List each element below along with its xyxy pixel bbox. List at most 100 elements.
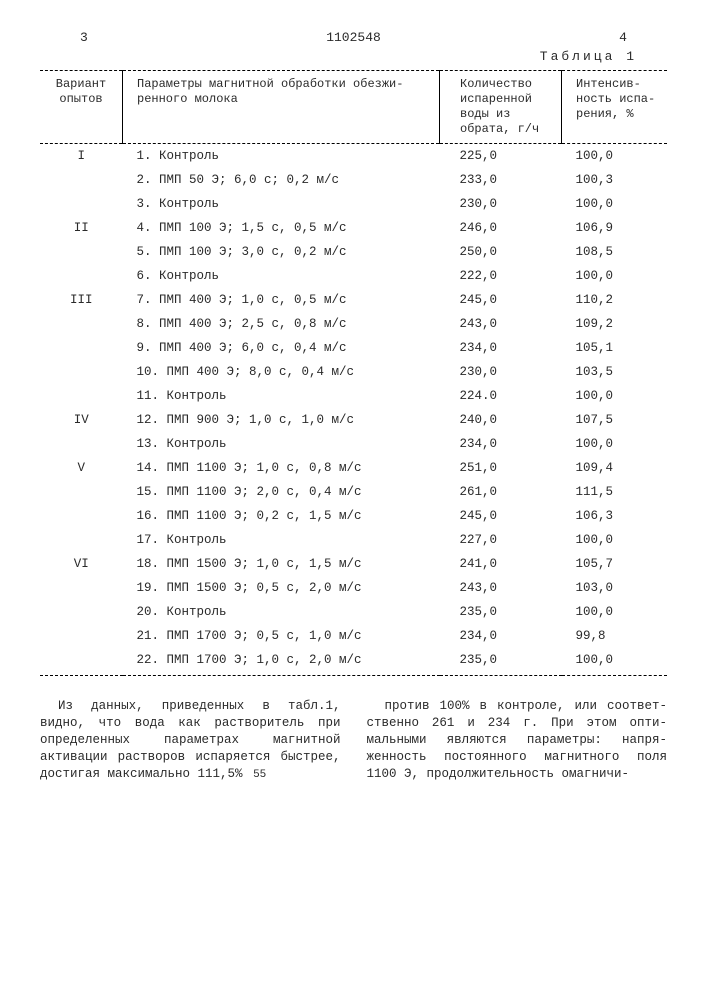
cell-intensity: 106,9: [562, 216, 668, 240]
cell-param: 5. ПМП 100 Э; 3,0 с, 0,2 м/с: [123, 240, 440, 264]
cell-variant: V: [40, 456, 123, 480]
cell-param: 20. Контроль: [123, 600, 440, 624]
cell-variant: II: [40, 216, 123, 240]
cell-variant: [40, 360, 123, 384]
paragraph-right: против 100% в контроле, или соответ­стве…: [367, 698, 668, 782]
cell-quantity: 243,0: [440, 312, 562, 336]
cell-intensity: 100,3: [562, 168, 668, 192]
cell-param: 13. Контроль: [123, 432, 440, 456]
cell-variant: [40, 576, 123, 600]
cell-intensity: 110,2: [562, 288, 668, 312]
cell-quantity: 234,0: [440, 432, 562, 456]
table-row: 16. ПМП 1100 Э; 0,2 с, 1,5 м/с245,0106,3: [40, 504, 667, 528]
cell-param: 3. Контроль: [123, 192, 440, 216]
table-row: 2. ПМП 50 Э; 6,0 с; 0,2 м/с233,0100,3: [40, 168, 667, 192]
cell-param: 21. ПМП 1700 Э; 0,5 с, 1,0 м/с: [123, 624, 440, 648]
cell-param: 14. ПМП 1100 Э; 1,0 с, 0,8 м/с: [123, 456, 440, 480]
cell-quantity: 230,0: [440, 192, 562, 216]
cell-quantity: 234,0: [440, 624, 562, 648]
table-row: 11. Контроль224.0100,0: [40, 384, 667, 408]
cell-intensity: 100,0: [562, 648, 668, 676]
cell-param: 16. ПМП 1100 Э; 0,2 с, 1,5 м/с: [123, 504, 440, 528]
table-row: 3. Контроль230,0100,0: [40, 192, 667, 216]
cell-param: 17. Контроль: [123, 528, 440, 552]
col-header-variant: Вариант опытов: [40, 71, 123, 144]
table-row: I1. Контроль225,0100,0: [40, 144, 667, 169]
col-header-params: Параметры магнитной обработки обезжи- ре…: [123, 71, 440, 144]
document-number: 1102548: [326, 30, 381, 45]
cell-variant: III: [40, 288, 123, 312]
cell-variant: IV: [40, 408, 123, 432]
cell-intensity: 100,0: [562, 264, 668, 288]
cell-quantity: 230,0: [440, 360, 562, 384]
para-left-text: Из данных, приведенных в табл.1, видно, …: [40, 699, 341, 781]
table-row: 22. ПМП 1700 Э; 1,0 с, 2,0 м/с235,0100,0: [40, 648, 667, 676]
cell-param: 18. ПМП 1500 Э; 1,0 с, 1,5 м/с: [123, 552, 440, 576]
cell-variant: [40, 480, 123, 504]
cell-param: 15. ПМП 1100 Э; 2,0 с, 0,4 м/с: [123, 480, 440, 504]
cell-param: 22. ПМП 1700 Э; 1,0 с, 2,0 м/с: [123, 648, 440, 676]
cell-param: 10. ПМП 400 Э; 8,0 с, 0,4 м/с: [123, 360, 440, 384]
cell-intensity: 100,0: [562, 600, 668, 624]
table-row: 6. Контроль222,0100,0: [40, 264, 667, 288]
col-header-intensity: Интенсив- ность испа- рения, %: [562, 71, 668, 144]
table-row: 9. ПМП 400 Э; 6,0 с, 0,4 м/с234,0105,1: [40, 336, 667, 360]
table-row: 15. ПМП 1100 Э; 2,0 с, 0,4 м/с261,0111,5: [40, 480, 667, 504]
cell-intensity: 100,0: [562, 528, 668, 552]
cell-variant: [40, 168, 123, 192]
cell-variant: [40, 648, 123, 676]
cell-variant: I: [40, 144, 123, 169]
cell-quantity: 222,0: [440, 264, 562, 288]
cell-param: 6. Контроль: [123, 264, 440, 288]
cell-param: 12. ПМП 900 Э; 1,0 с, 1,0 м/с: [123, 408, 440, 432]
cell-param: 7. ПМП 400 Э; 1,0 с, 0,5 м/с: [123, 288, 440, 312]
cell-param: 1. Контроль: [123, 144, 440, 169]
cell-variant: [40, 264, 123, 288]
table-row: IV12. ПМП 900 Э; 1,0 с, 1,0 м/с240,0107,…: [40, 408, 667, 432]
cell-variant: [40, 312, 123, 336]
cell-intensity: 111,5: [562, 480, 668, 504]
line-number-marker: 55: [253, 769, 266, 781]
table-row: II4. ПМП 100 Э; 1,5 с, 0,5 м/с246,0106,9: [40, 216, 667, 240]
cell-intensity: 100,0: [562, 144, 668, 169]
cell-intensity: 100,0: [562, 384, 668, 408]
table-row: V14. ПМП 1100 Э; 1,0 с, 0,8 м/с251,0109,…: [40, 456, 667, 480]
cell-quantity: 261,0: [440, 480, 562, 504]
cell-quantity: 225,0: [440, 144, 562, 169]
cell-variant: [40, 192, 123, 216]
cell-quantity: 251,0: [440, 456, 562, 480]
cell-variant: [40, 504, 123, 528]
table-row: 21. ПМП 1700 Э; 0,5 с, 1,0 м/с234,099,8: [40, 624, 667, 648]
cell-variant: [40, 432, 123, 456]
cell-intensity: 106,3: [562, 504, 668, 528]
cell-quantity: 250,0: [440, 240, 562, 264]
cell-param: 19. ПМП 1500 Э; 0,5 с, 2,0 м/с: [123, 576, 440, 600]
cell-intensity: 105,7: [562, 552, 668, 576]
cell-intensity: 100,0: [562, 432, 668, 456]
table-row: 8. ПМП 400 Э; 2,5 с, 0,8 м/с243,0109,2: [40, 312, 667, 336]
cell-quantity: 243,0: [440, 576, 562, 600]
col-header-quantity: Количество испаренной воды из обрата, г/…: [440, 71, 562, 144]
cell-intensity: 100,0: [562, 192, 668, 216]
page-number-left: 3: [80, 30, 88, 45]
table-row: 20. Контроль235,0100,0: [40, 600, 667, 624]
cell-intensity: 107,5: [562, 408, 668, 432]
page-header: 3 1102548 4: [80, 30, 627, 45]
cell-param: 4. ПМП 100 Э; 1,5 с, 0,5 м/с: [123, 216, 440, 240]
cell-quantity: 234,0: [440, 336, 562, 360]
table-row: 17. Контроль227,0100,0: [40, 528, 667, 552]
cell-quantity: 224.0: [440, 384, 562, 408]
cell-intensity: 99,8: [562, 624, 668, 648]
cell-intensity: 105,1: [562, 336, 668, 360]
table-caption: Таблица 1: [40, 49, 637, 64]
cell-quantity: 233,0: [440, 168, 562, 192]
cell-intensity: 109,4: [562, 456, 668, 480]
table-header-row: Вариант опытов Параметры магнитной обраб…: [40, 71, 667, 144]
cell-variant: [40, 528, 123, 552]
body-paragraphs: Из данных, приведенных в табл.1, видно, …: [40, 698, 667, 782]
cell-variant: [40, 240, 123, 264]
cell-intensity: 103,0: [562, 576, 668, 600]
cell-intensity: 109,2: [562, 312, 668, 336]
paragraph-left: Из данных, приведенных в табл.1, видно, …: [40, 698, 341, 782]
cell-variant: [40, 336, 123, 360]
